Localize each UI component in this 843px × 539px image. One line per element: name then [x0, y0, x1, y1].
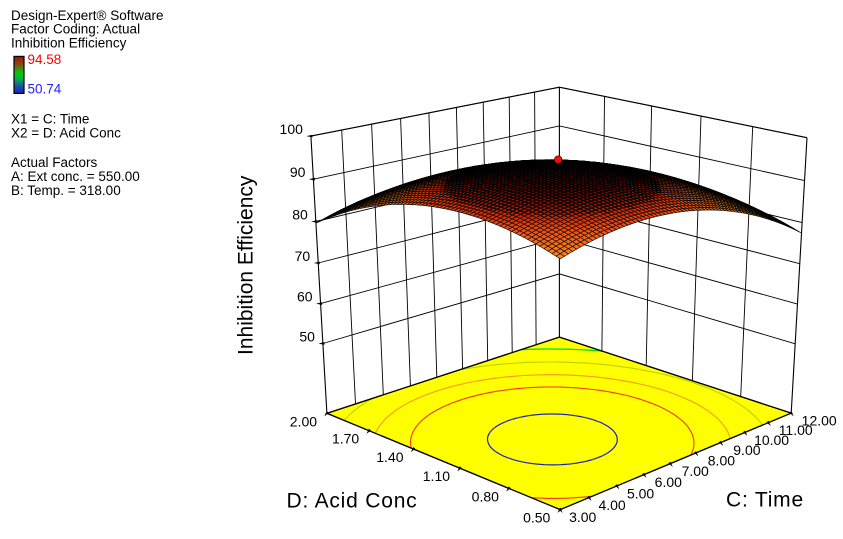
svg-text:2.00: 2.00	[290, 413, 317, 429]
svg-text:12.00: 12.00	[802, 413, 837, 429]
svg-text:60: 60	[297, 288, 313, 304]
svg-text:90: 90	[290, 164, 306, 180]
svg-text:50.74: 50.74	[28, 82, 62, 97]
svg-text:X1 = C: Time: X1 = C: Time	[11, 112, 89, 127]
svg-text:10.00: 10.00	[754, 432, 789, 448]
svg-text:X2 = D: Acid Conc: X2 = D: Acid Conc	[11, 126, 121, 141]
svg-text:Factor Coding: Actual: Factor Coding: Actual	[11, 22, 140, 37]
svg-text:A: Ext conc. = 550.00: A: Ext conc. = 550.00	[11, 169, 140, 184]
svg-text:1.40: 1.40	[376, 449, 403, 465]
svg-text:7.00: 7.00	[682, 463, 709, 479]
svg-text:70: 70	[295, 248, 311, 264]
svg-text:C: Time: C: Time	[726, 489, 804, 512]
svg-text:80: 80	[292, 206, 308, 222]
svg-text:50: 50	[299, 328, 315, 344]
svg-text:9.00: 9.00	[733, 442, 760, 458]
svg-text:D: Acid Conc: D: Acid Conc	[287, 490, 418, 513]
svg-text:Actual Factors: Actual Factors	[11, 155, 98, 170]
svg-text:1.10: 1.10	[423, 468, 450, 484]
svg-text:3.00: 3.00	[569, 509, 596, 525]
svg-text:Inhibition Efficiency: Inhibition Efficiency	[235, 175, 258, 355]
svg-text:Inhibition Efficiency: Inhibition Efficiency	[11, 35, 127, 50]
svg-text:0.80: 0.80	[472, 488, 499, 504]
svg-text:0.50: 0.50	[523, 510, 550, 526]
svg-text:1.70: 1.70	[332, 431, 359, 447]
svg-text:Design-Expert® Software: Design-Expert® Software	[11, 8, 164, 23]
svg-text:4.00: 4.00	[598, 497, 625, 513]
svg-text:6.00: 6.00	[655, 474, 682, 490]
svg-text:94.58: 94.58	[28, 52, 62, 67]
svg-text:100: 100	[280, 121, 304, 137]
svg-text:B: Temp. = 318.00: B: Temp. = 318.00	[11, 183, 121, 198]
svg-text:11.00: 11.00	[779, 422, 813, 438]
svg-text:8.00: 8.00	[708, 453, 735, 469]
svg-text:5.00: 5.00	[627, 486, 654, 502]
